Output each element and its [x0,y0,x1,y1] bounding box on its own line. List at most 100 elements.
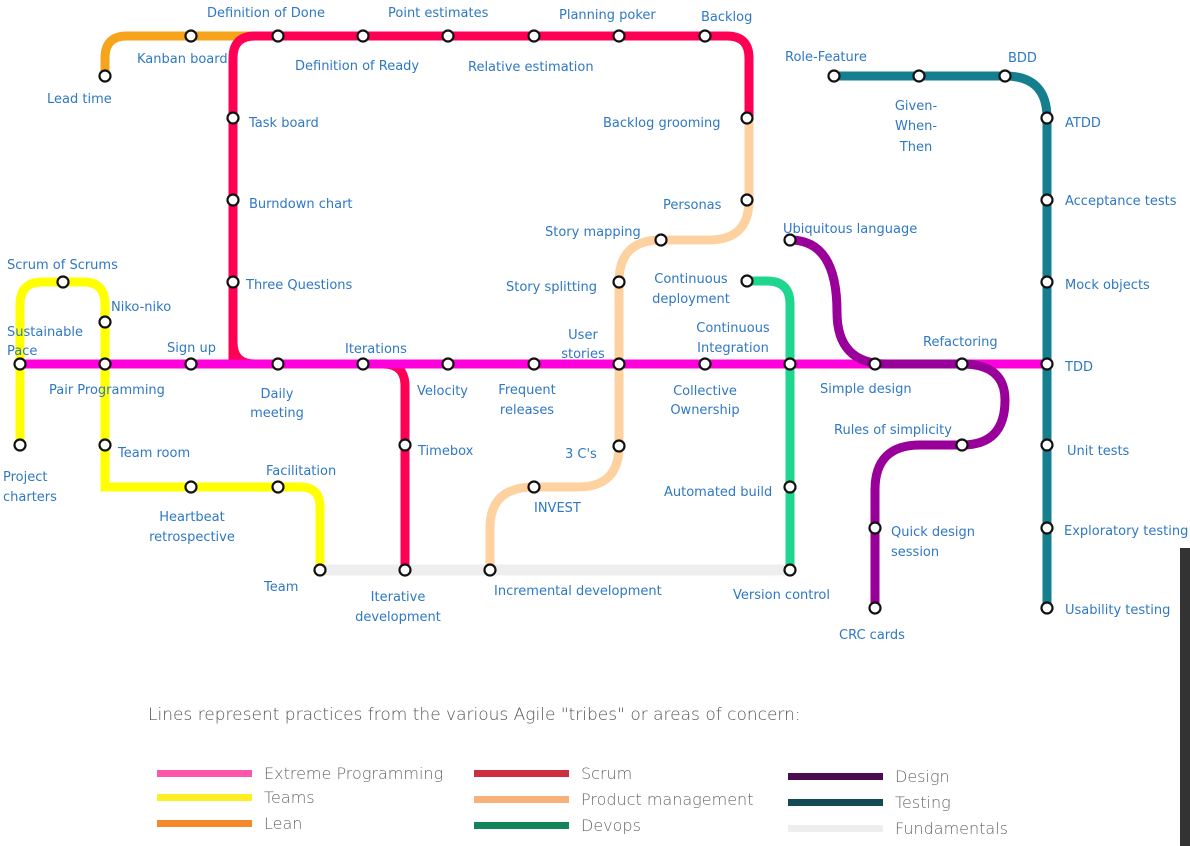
station-label-definition-of-done: Definition of Done [207,6,325,21]
station-label-usability-testing: Usability testing [1065,603,1170,618]
legend-swatch [157,819,252,827]
station-label-timebox: Timebox [417,444,474,459]
station-label-mock-objects: Mock objects [1065,278,1150,293]
station-story-splitting [612,275,626,289]
station-pair-programming [98,357,112,371]
legend-item: Testing [788,791,951,813]
station-mock-objects [1040,275,1054,289]
station-unit-tests [1040,438,1054,452]
station-tdd [1040,357,1054,371]
station-label-three-questions: Three Questions [245,278,353,293]
legend-item: Devops [474,814,641,836]
station-label-crc-cards: CRC cards [839,628,905,643]
station-exploratory-testing [1040,521,1054,535]
line-design [785,235,1010,613]
station-team-room [98,438,112,452]
line-devops [742,276,795,575]
legend-label: Testing [895,792,951,812]
station-rules-of-simplicity [955,438,969,452]
legend-item: Design [788,765,950,787]
station-label-sustainable-pace: Sustainable Pace [7,325,83,359]
station-bdd [998,69,1012,83]
legend-swatch [788,772,883,780]
station-label-automated-build: Automated build [664,485,772,500]
station-user-stories [612,357,626,371]
legend-label: Extreme Programming [264,763,444,783]
legend-item: Extreme Programming [157,762,443,784]
station-task-board [226,111,240,125]
station-iterative-development [398,563,412,577]
station-label-iterations: Iterations [345,342,407,357]
station-daily-meeting [271,357,285,371]
station-label-velocity: Velocity [417,384,468,399]
station-three-cs [612,439,626,453]
legend-item: Teams [157,786,315,808]
station-label-definition-of-ready: Definition of Ready [295,59,419,74]
station-label-backlog-grooming: Backlog grooming [603,116,721,131]
station-label-iterative-development: Iterative development [355,590,441,625]
station-label-invest: INVEST [534,501,581,516]
station-label-three-cs: 3 C's [565,447,597,462]
station-facilitation [271,480,285,494]
station-definition-of-ready [356,29,370,43]
station-label-acceptance-tests: Acceptance tests [1065,194,1177,209]
station-definition-of-done [271,29,285,43]
station-label-tdd: TDD [1064,360,1093,375]
station-label-quick-design-session: Quick design session [891,525,975,560]
legend-item: Scrum [474,762,632,784]
station-invest [527,480,541,494]
line-lean [100,31,283,81]
legend-intro: Lines represent practices from the vario… [148,705,801,725]
station-lead-time [98,69,112,83]
station-sign-up [184,357,198,371]
station-burndown-chart [226,193,240,207]
station-label-rules-of-simplicity: Rules of simplicity [834,423,952,438]
legend-swatch [474,821,569,829]
station-label-role-feature: Role-Feature [785,50,867,65]
station-label-frequent-releases: Frequent releases [498,383,555,418]
station-acceptance-tests [1040,193,1054,207]
legend-item: Lean [157,812,302,834]
station-continuous-integration [783,357,797,371]
station-label-collective-ownership: Collective Ownership [670,384,739,418]
station-label-daily-meeting: Daily meeting [250,387,304,421]
legend-swatch [788,824,883,832]
station-label-niko-niko: Niko-niko [111,300,171,315]
station-planning-poker [612,29,626,43]
station-label-exploratory-testing: Exploratory testing [1064,524,1188,539]
station-backlog [698,29,712,43]
station-label-refactoring: Refactoring [923,335,998,350]
station-label-story-mapping: Story mapping [545,225,641,240]
legend-label: Fundamentals [895,818,1008,838]
station-timebox [398,438,412,452]
station-backlog-grooming [740,111,754,125]
station-refactoring [955,357,969,371]
station-version-control [783,563,797,577]
station-label-version-control: Version control [733,588,830,603]
line-teams [15,277,325,575]
station-usability-testing [1040,601,1054,615]
station-label-unit-tests: Unit tests [1067,444,1130,459]
station-continuous-deployment [740,274,754,288]
station-quick-design-session [868,521,882,535]
station-label-incremental-development: Incremental development [494,584,662,599]
station-scrum-of-scrums [56,275,70,289]
legend-swatch [474,769,569,777]
station-label-kanban-board: Kanban board [137,52,228,67]
legend-label: Teams [264,787,315,807]
station-velocity [441,357,455,371]
legend-item: Product management [474,788,753,810]
station-label-bdd: BDD [1008,51,1037,66]
station-label-scrum-of-scrums: Scrum of Scrums [7,258,118,273]
station-label-relative-estimation: Relative estimation [468,60,594,75]
scrollbar-thumb[interactable] [1180,548,1190,846]
station-iterations [356,357,370,371]
station-kanban-board [184,29,198,43]
station-label-facilitation: Facilitation [266,464,336,479]
station-atdd [1040,111,1054,125]
legend-swatch [157,769,252,777]
station-collective-ownership [698,357,712,371]
legend-swatch [474,795,569,803]
station-incremental-development [483,563,497,577]
station-label-team-room: Team room [117,446,190,461]
